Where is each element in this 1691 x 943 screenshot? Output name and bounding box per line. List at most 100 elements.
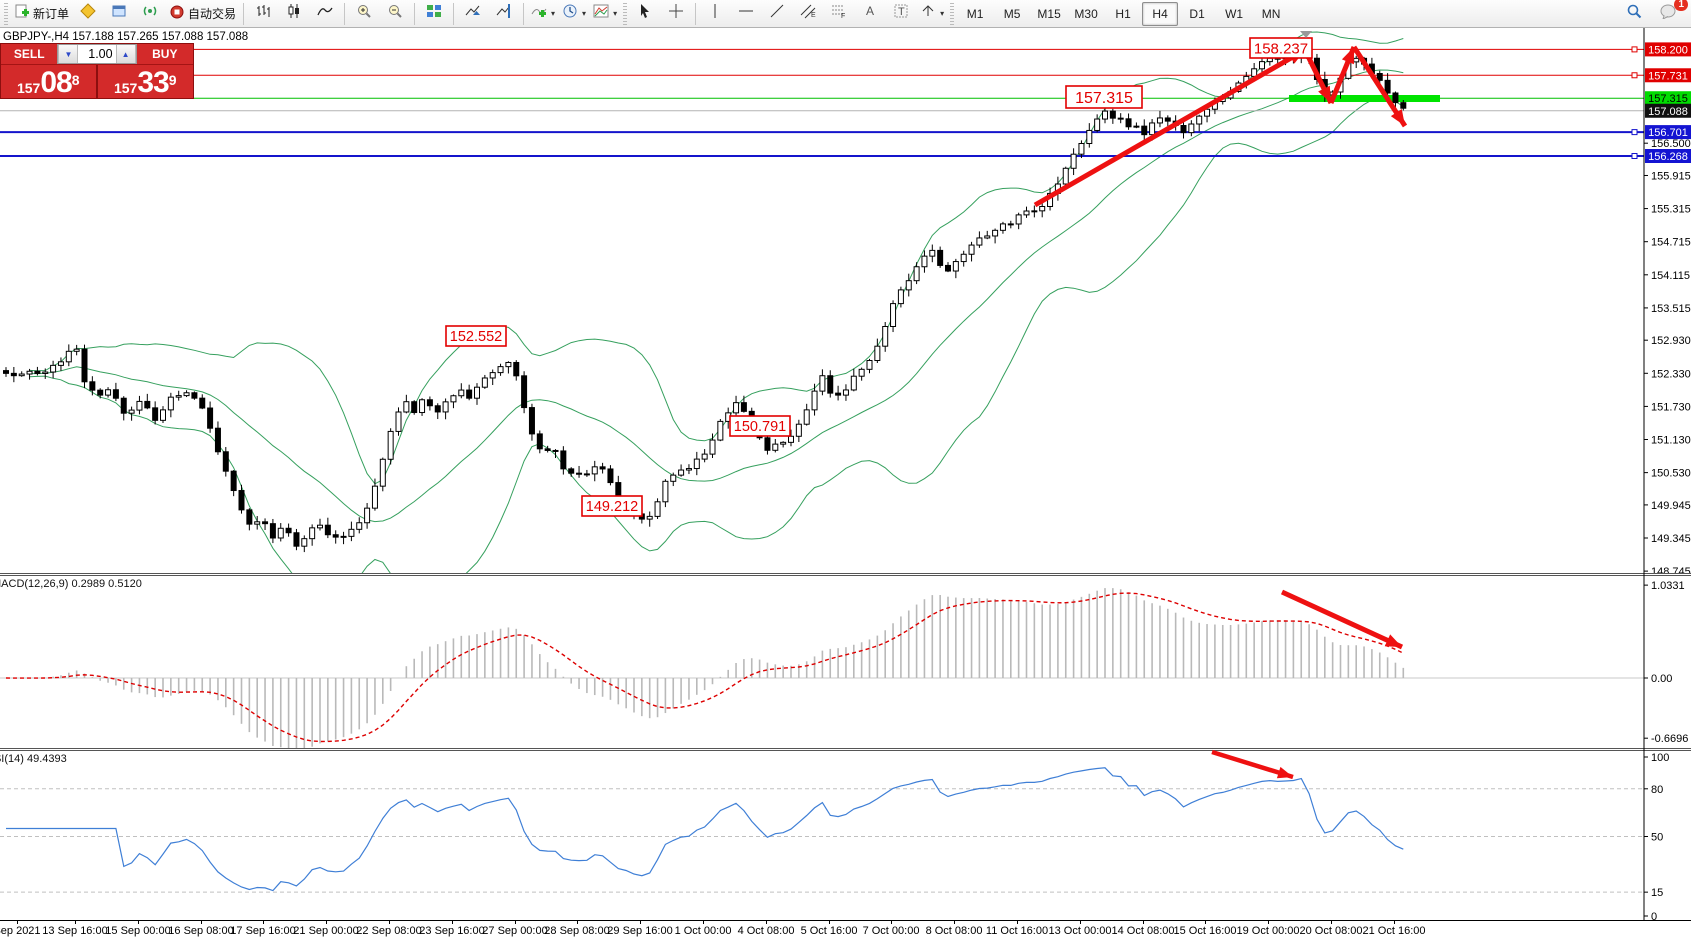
metaeditor-button[interactable] xyxy=(73,1,103,27)
autotrading-button[interactable]: 自动交易 xyxy=(166,1,239,27)
auto-scroll-icon xyxy=(465,3,481,24)
timeframe-M30[interactable]: M30 xyxy=(1074,6,1098,21)
svg-text:155.915: 155.915 xyxy=(1651,170,1691,182)
timeframe-M1[interactable]: M1 xyxy=(966,6,984,21)
svg-text:0.00: 0.00 xyxy=(1651,673,1672,685)
line-chart-mode-button[interactable] xyxy=(310,1,340,27)
svg-text:149.945: 149.945 xyxy=(1651,500,1691,512)
svg-text:A: A xyxy=(866,4,874,18)
timeframe-H4[interactable]: H4 xyxy=(1142,1,1179,26)
chat-button[interactable]: 1 xyxy=(1653,0,1688,27)
new-order-button[interactable]: 新订单 xyxy=(11,1,72,27)
signals-button[interactable] xyxy=(135,1,165,27)
text-label-tool-button[interactable]: T xyxy=(886,1,916,27)
channel-tool-button[interactable]: E xyxy=(793,1,823,27)
bar-chart-mode-button[interactable] xyxy=(248,1,278,27)
templates-icon xyxy=(593,3,609,24)
templates-dropdown-caret[interactable]: ▾ xyxy=(613,9,618,18)
autotrading-icon xyxy=(169,3,185,24)
horizontal-line-tool-button[interactable] xyxy=(731,1,761,27)
svg-text:154.715: 154.715 xyxy=(1651,237,1691,249)
volume-up-button[interactable]: ▲ xyxy=(115,45,136,63)
time-axis-label: 13 Sep 16:00 xyxy=(42,925,108,937)
text-tool-button[interactable]: A xyxy=(855,1,885,27)
indicators-button[interactable]: ▾ xyxy=(528,1,558,27)
timeframe-MN[interactable]: MN xyxy=(1261,6,1281,21)
auto-scroll-button[interactable] xyxy=(458,1,488,27)
candlestick-mode-button[interactable] xyxy=(279,1,309,27)
cursor-tool-button[interactable] xyxy=(630,1,660,27)
timeframe-D1[interactable]: D1 xyxy=(1189,6,1205,21)
indicators-icon xyxy=(531,3,547,24)
arrows-tool-button[interactable]: ▾ xyxy=(917,1,947,27)
time-axis-label: 22 Sep 08:00 xyxy=(356,925,422,937)
time-axis-label: 11 Oct 16:00 xyxy=(985,925,1049,937)
indicators-dropdown-caret[interactable]: ▾ xyxy=(551,9,556,18)
svg-text:T: T xyxy=(898,6,905,18)
svg-text:0: 0 xyxy=(1651,911,1657,920)
fibonacci-tool-button[interactable]: F xyxy=(824,1,854,27)
periods-dropdown-caret[interactable]: ▾ xyxy=(582,9,587,18)
svg-text:150.791: 150.791 xyxy=(734,419,786,435)
timeframe-W1[interactable]: W1 xyxy=(1225,6,1244,21)
zoom-in-icon xyxy=(356,3,372,24)
svg-text:148.745: 148.745 xyxy=(1651,566,1691,573)
sell-price-handle: 157 xyxy=(16,80,41,96)
main-chart-canvas[interactable]: 158.237 157.315 152.552 150.791 149.212 156.5… xyxy=(0,28,1691,573)
volume-stepper: ▼ 1.00 ▲ xyxy=(57,44,137,64)
volume-down-button[interactable]: ▼ xyxy=(58,45,79,63)
market-watch-button[interactable] xyxy=(104,1,134,27)
arrows-shapes-icon xyxy=(920,3,936,24)
signals-icon xyxy=(142,3,158,24)
svg-text:157.731: 157.731 xyxy=(1648,70,1688,82)
templates-button[interactable]: ▾ xyxy=(590,1,620,27)
crosshair-tool-button[interactable] xyxy=(661,1,691,27)
toolbar: 新订单 自动交易 xyxy=(0,0,1691,28)
tile-windows-icon xyxy=(426,3,442,24)
time-axis-label: 17 Sep 16:00 xyxy=(230,925,296,937)
buy-price[interactable]: 157 33 9 xyxy=(113,66,177,98)
trendline-icon xyxy=(769,3,785,24)
timeframe-toolbar: M1 M5 M15 M30 H1 H4 D1 W1 MN xyxy=(957,1,1289,26)
buy-button[interactable]: BUY xyxy=(136,44,193,64)
timeframe-M5[interactable]: M5 xyxy=(1003,6,1021,21)
sell-price[interactable]: 157 08 8 xyxy=(1,65,98,98)
svg-text:1.0331: 1.0331 xyxy=(1651,580,1685,592)
metaeditor-icon xyxy=(80,3,96,24)
equidistant-channel-icon: E xyxy=(800,3,816,24)
vertical-line-tool-button[interactable] xyxy=(700,1,730,27)
periods-clock-icon xyxy=(562,3,578,24)
svg-text:152.552: 152.552 xyxy=(450,329,502,345)
svg-text:156.701: 156.701 xyxy=(1648,127,1688,139)
horizontal-line-icon xyxy=(738,3,754,24)
time-axis-label: 4 Oct 08:00 xyxy=(737,925,795,937)
timeframe-M15[interactable]: M15 xyxy=(1037,6,1061,21)
time-axis-label: 21 Oct 16:00 xyxy=(1362,925,1426,937)
chat-badge: 1 xyxy=(1674,0,1688,11)
chat-icon xyxy=(1659,3,1677,24)
timeframe-H1[interactable]: H1 xyxy=(1115,6,1131,21)
periods-button[interactable]: ▾ xyxy=(559,1,589,27)
arrows-dropdown-caret[interactable]: ▾ xyxy=(940,9,945,18)
zoom-out-button[interactable] xyxy=(380,1,410,27)
tile-windows-button[interactable] xyxy=(419,1,449,27)
macd-panel-canvas[interactable]: MACD(12,26,9) 0.2989 0.5120 1.0331 0.00 -0.… xyxy=(0,573,1691,748)
chart-shift-button[interactable] xyxy=(489,1,519,27)
rsi-panel-canvas[interactable]: RSI(14) 49.4393 100 80 50 15 0 xyxy=(0,748,1691,920)
svg-text:158.200: 158.200 xyxy=(1648,44,1688,56)
svg-text:151.130: 151.130 xyxy=(1651,435,1691,447)
sell-button[interactable]: SELL xyxy=(1,44,58,64)
svg-text:157.315: 157.315 xyxy=(1648,93,1688,105)
svg-text:156.500: 156.500 xyxy=(1651,138,1691,150)
candlestick-icon xyxy=(286,3,302,24)
zoom-in-button[interactable] xyxy=(349,1,379,27)
new-order-label: 新订单 xyxy=(33,7,70,21)
time-axis-label: 16 Sep 08:00 xyxy=(168,925,234,937)
svg-text:157.088: 157.088 xyxy=(1648,106,1688,118)
line-chart-icon xyxy=(317,3,333,24)
search-button[interactable] xyxy=(1619,1,1649,27)
trendline-tool-button[interactable] xyxy=(762,1,792,27)
svg-text:E: E xyxy=(811,12,816,19)
volume-value[interactable]: 1.00 xyxy=(88,47,113,61)
